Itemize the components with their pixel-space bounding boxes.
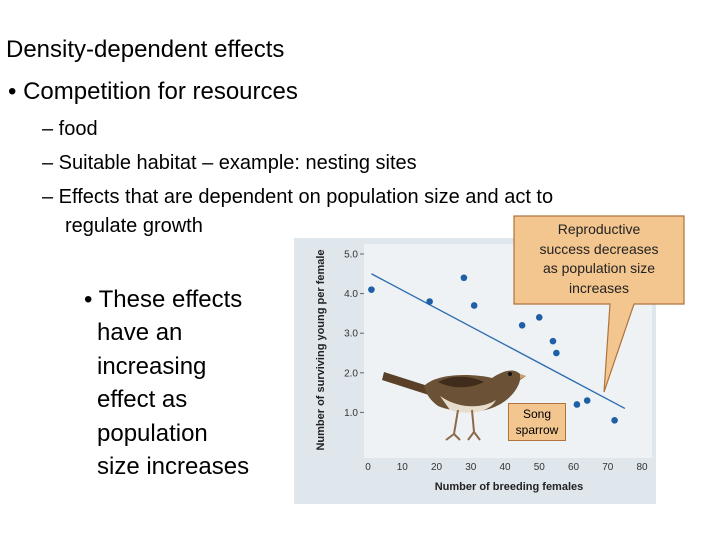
subbullet-habitat: – Suitable habitat – example: nesting si… bbox=[42, 152, 417, 174]
side-bullet-line-3: increasing bbox=[97, 353, 207, 380]
callout-bubble bbox=[513, 215, 685, 393]
trend-line bbox=[371, 273, 626, 410]
species-label-line-1: Song bbox=[522, 407, 552, 421]
y-tick-label: 1.0 bbox=[344, 408, 358, 419]
species-label-line-2: sparrow bbox=[515, 423, 559, 437]
subbullet-effects-cont: regulate growth bbox=[65, 215, 203, 237]
x-tick-label: 10 bbox=[397, 462, 409, 473]
data-point bbox=[368, 286, 375, 293]
main-bullet: • Competition for resources bbox=[8, 78, 298, 105]
sparrow-legs bbox=[445, 409, 481, 441]
data-point bbox=[460, 274, 468, 282]
sparrow-breast bbox=[440, 396, 496, 413]
data-point bbox=[535, 314, 543, 321]
sparrow-eye bbox=[508, 372, 512, 376]
species-label-box: Song sparrow bbox=[508, 403, 566, 441]
side-bullet-line-4: effect as bbox=[97, 386, 188, 413]
y-tick-label: 2.0 bbox=[344, 368, 358, 379]
data-point bbox=[518, 321, 526, 329]
callout-line-3: as population size bbox=[542, 260, 656, 276]
subbullet-effects: – Effects that are dependent on populati… bbox=[42, 186, 554, 208]
y-tick-label: 4.0 bbox=[344, 289, 358, 300]
sparrow-beak bbox=[520, 374, 526, 379]
data-point bbox=[553, 349, 560, 357]
side-bullet-line-1: • These effects bbox=[84, 286, 243, 313]
x-tick-label: 50 bbox=[534, 462, 546, 473]
x-tick-label: 80 bbox=[636, 462, 648, 473]
x-tick-label: 60 bbox=[568, 462, 580, 473]
data-points bbox=[368, 274, 618, 424]
data-point bbox=[573, 401, 581, 408]
data-point bbox=[583, 397, 591, 404]
callout-text: Reproductive success decreases as popula… bbox=[514, 220, 684, 298]
data-point bbox=[549, 337, 557, 345]
callout-line-1: Reproductive bbox=[557, 221, 641, 237]
side-bullet-line-6: size increases bbox=[97, 453, 250, 480]
x-tick-label: 40 bbox=[499, 462, 511, 473]
data-point bbox=[426, 298, 433, 305]
data-point bbox=[470, 302, 478, 309]
y-tick-group: 1.0 2.0 3.0 4.0 5.0 bbox=[344, 250, 364, 419]
callout-line-4: increases bbox=[569, 279, 629, 296]
subbullet-food: – food bbox=[42, 118, 98, 140]
callout-line-2: success decreases bbox=[539, 240, 659, 257]
callout-shape bbox=[513, 215, 685, 393]
x-tick-label: 70 bbox=[602, 462, 614, 473]
song-sparrow-illustration bbox=[382, 370, 526, 441]
side-bullet-line-5: population bbox=[97, 420, 208, 447]
y-tick-label: 5.0 bbox=[344, 250, 358, 261]
x-tick-label: 20 bbox=[431, 462, 443, 473]
side-bullet-line-2: have an bbox=[97, 319, 183, 346]
y-tick-label: 3.0 bbox=[344, 329, 358, 340]
slide-title: Density-dependent effects bbox=[6, 36, 285, 63]
y-axis-label: Number of surviving young per female bbox=[315, 249, 327, 450]
x-tick-label: 0 bbox=[365, 462, 371, 473]
data-point bbox=[611, 417, 618, 424]
sparrow-tail bbox=[382, 372, 432, 396]
x-tick-group: 0 10 20 30 40 50 60 70 80 bbox=[365, 462, 648, 473]
x-axis-label: Number of breeding females bbox=[435, 481, 584, 493]
x-tick-label: 30 bbox=[465, 462, 477, 473]
sparrow-wing bbox=[438, 376, 484, 388]
